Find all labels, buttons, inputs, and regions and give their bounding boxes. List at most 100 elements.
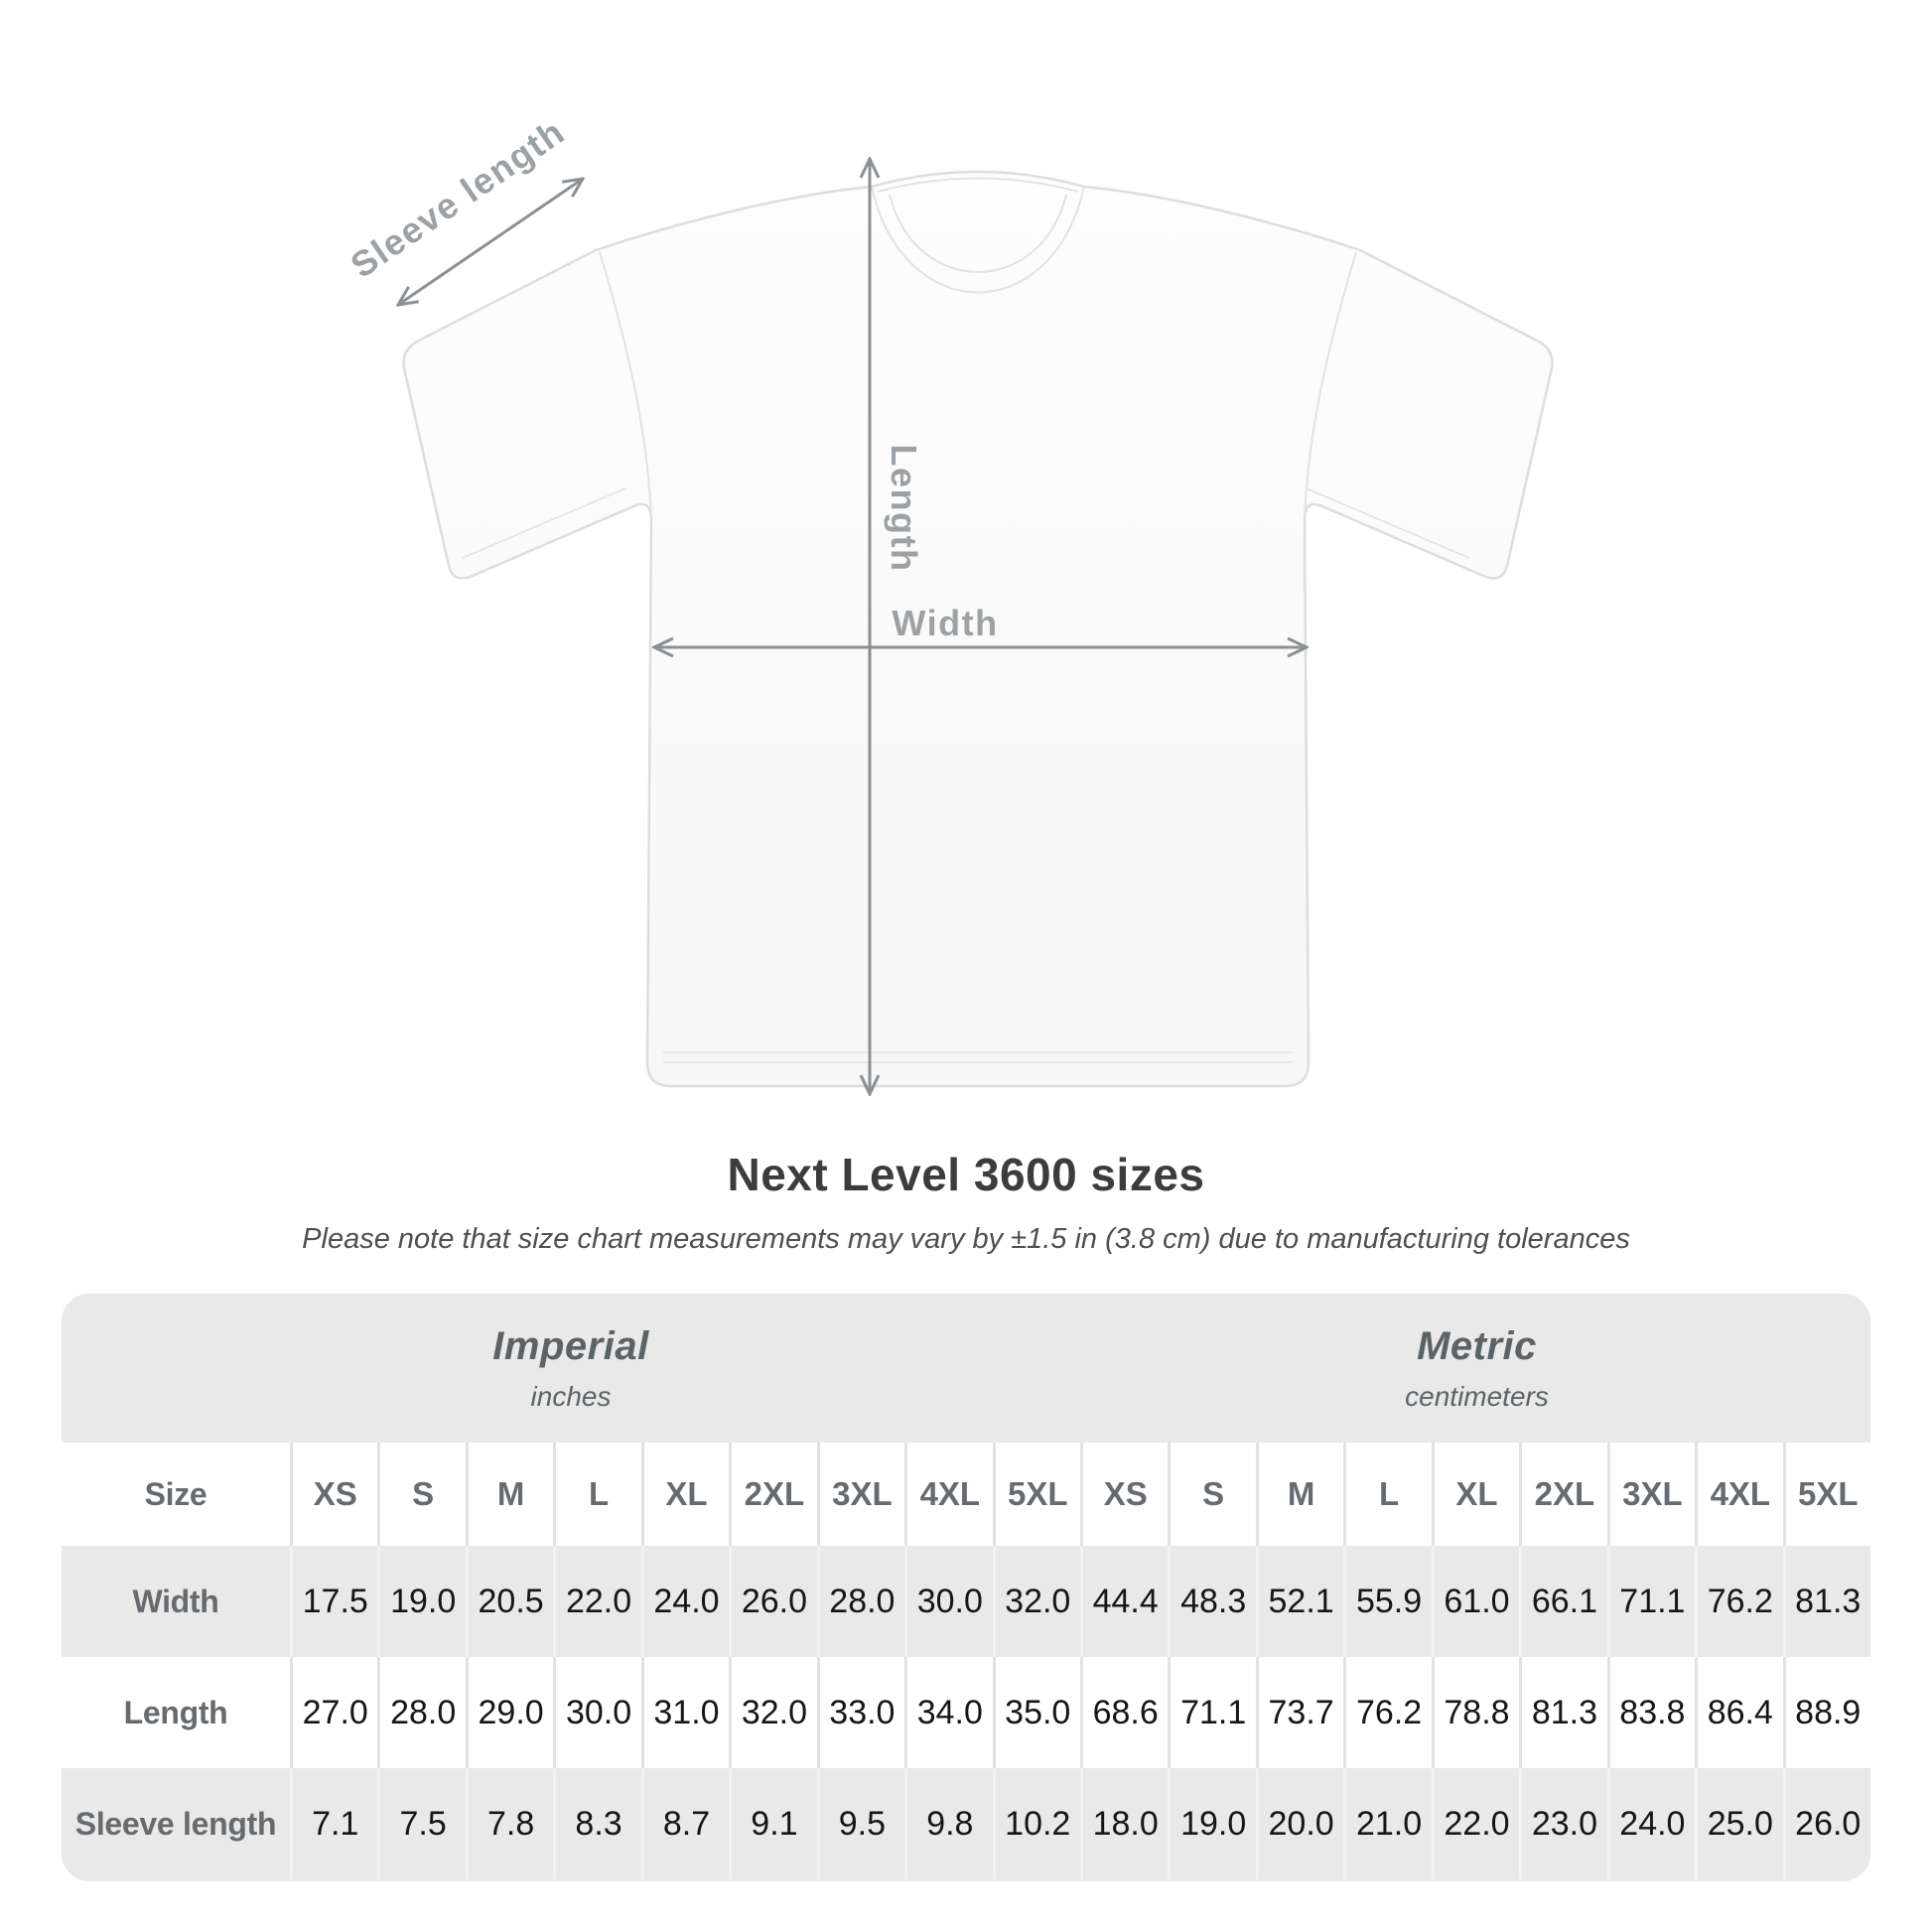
value-cell: 9.1	[732, 1768, 817, 1879]
size-header-metric-xs: XS	[1082, 1443, 1169, 1546]
value-cell: 68.6	[1082, 1657, 1169, 1768]
imperial-group-name: Imperial	[492, 1323, 649, 1368]
imperial-group-unit: inches	[530, 1380, 612, 1412]
size-header-metric-4xl: 4XL	[1698, 1443, 1783, 1546]
metric-group-unit: centimeters	[1405, 1380, 1549, 1412]
value-cell: 27.0	[293, 1657, 378, 1768]
size-header-imperial-l: L	[556, 1443, 641, 1546]
sleeve-length-arrow	[398, 179, 583, 305]
size-header-metric-5xl: 5XL	[1785, 1443, 1870, 1546]
left-sleeve-seam	[599, 251, 652, 517]
value-cell: 29.0	[468, 1657, 554, 1768]
value-cell: 48.3	[1171, 1546, 1256, 1657]
size-header-row: Size XS S M L XL 2XL 3XL 4XL 5XL XS S M L XL 2XL 3XL 4XL…	[62, 1443, 1870, 1546]
size-chart-table: Imperial inches Metric centimeters Size …	[62, 1294, 1870, 1881]
row-label-length: Length	[62, 1657, 290, 1768]
measurement-arrows	[398, 159, 1307, 1094]
metric-group-name: Metric	[1417, 1323, 1537, 1368]
value-cell: 24.0	[643, 1546, 730, 1657]
value-cell: 52.1	[1258, 1546, 1344, 1657]
right-sleeve-stitch	[1306, 487, 1470, 559]
value-cell: 20.0	[1258, 1768, 1344, 1879]
value-cell: 31.0	[643, 1657, 730, 1768]
value-cell: 19.0	[380, 1546, 466, 1657]
tolerance-note: Please note that size chart measurements…	[302, 1223, 1630, 1255]
value-cell: 19.0	[1171, 1768, 1256, 1879]
size-header-imperial-xl: XL	[643, 1443, 730, 1546]
value-cell: 10.2	[995, 1768, 1080, 1879]
collar-back-seam	[877, 177, 1079, 193]
length-label: Length	[884, 445, 924, 573]
value-cell: 34.0	[907, 1657, 993, 1768]
value-cell: 71.1	[1171, 1657, 1256, 1768]
value-cell: 30.0	[907, 1546, 993, 1657]
unit-group-header-row: Imperial inches Metric centimeters	[62, 1294, 1870, 1443]
value-cell: 76.2	[1346, 1657, 1432, 1768]
size-header-imperial-5xl: 5XL	[995, 1443, 1080, 1546]
tshirt-measurement-diagram: Sleeve length Length Width	[344, 111, 1554, 1152]
value-cell: 18.0	[1082, 1768, 1169, 1879]
value-cell: 76.2	[1698, 1546, 1783, 1657]
value-cell: 33.0	[819, 1657, 905, 1768]
value-cell: 78.8	[1434, 1657, 1520, 1768]
size-header-imperial-xs: XS	[293, 1443, 378, 1546]
tshirt-illustration: Sleeve length Length Width	[344, 111, 1554, 1152]
row-label-width: Width	[62, 1546, 290, 1657]
right-sleeve-seam	[1304, 251, 1357, 517]
length-row: Length 27.0 28.0 29.0 30.0 31.0 32.0 33.0 34.0 3…	[62, 1657, 1870, 1768]
value-cell: 83.8	[1609, 1657, 1696, 1768]
value-cell: 44.4	[1082, 1546, 1169, 1657]
value-cell: 20.5	[468, 1546, 554, 1657]
size-header-metric-3xl: 3XL	[1609, 1443, 1696, 1546]
value-cell: 21.0	[1346, 1768, 1432, 1879]
size-header-metric-s: S	[1171, 1443, 1256, 1546]
page-title: Next Level 3600 sizes	[727, 1149, 1205, 1200]
value-cell: 25.0	[1698, 1768, 1783, 1879]
value-cell: 24.0	[1609, 1768, 1696, 1879]
row-label-sleeve-length: Sleeve length	[62, 1768, 290, 1879]
metric-group-header: Metric centimeters	[1083, 1294, 1870, 1443]
value-cell: 26.0	[732, 1546, 817, 1657]
value-cell: 22.0	[556, 1546, 641, 1657]
size-header-metric-xl: XL	[1434, 1443, 1520, 1546]
value-cell: 61.0	[1434, 1546, 1520, 1657]
width-row: Width 17.5 19.0 20.5 22.0 24.0 26.0 28.0 30.0 32…	[62, 1546, 1870, 1657]
value-cell: 66.1	[1522, 1546, 1607, 1657]
value-cell: 28.0	[380, 1657, 466, 1768]
value-cell: 32.0	[995, 1546, 1080, 1657]
value-cell: 9.8	[907, 1768, 993, 1879]
value-cell: 81.3	[1785, 1546, 1870, 1657]
value-cell: 81.3	[1522, 1657, 1607, 1768]
value-cell: 30.0	[556, 1657, 641, 1768]
value-cell: 23.0	[1522, 1768, 1607, 1879]
imperial-group-header: Imperial inches	[62, 1294, 1080, 1443]
value-cell: 28.0	[819, 1546, 905, 1657]
size-header-metric-l: L	[1346, 1443, 1432, 1546]
title-block: Next Level 3600 sizes Please note that s…	[0, 1148, 1932, 1256]
left-sleeve-stitch	[462, 487, 626, 559]
size-header-metric-m: M	[1258, 1443, 1344, 1546]
size-header-imperial-s: S	[380, 1443, 466, 1546]
tshirt-body	[402, 170, 1554, 1088]
sleeve-length-label: Sleeve length	[344, 111, 573, 286]
width-label: Width	[892, 603, 998, 643]
sleeve-length-row: Sleeve length 7.1 7.5 7.8 8.3 8.7 9.1 9.5 9.8 10…	[62, 1768, 1870, 1879]
value-cell: 86.4	[1698, 1657, 1783, 1768]
size-corner-header: Size	[62, 1443, 290, 1546]
value-cell: 7.1	[293, 1768, 378, 1879]
value-cell: 88.9	[1785, 1657, 1870, 1768]
value-cell: 17.5	[293, 1546, 378, 1657]
value-cell: 35.0	[995, 1657, 1080, 1768]
size-header-imperial-2xl: 2XL	[732, 1443, 817, 1546]
size-header-imperial-4xl: 4XL	[907, 1443, 993, 1546]
collar-outer-seam	[871, 186, 1085, 294]
value-cell: 7.8	[468, 1768, 554, 1879]
value-cell: 9.5	[819, 1768, 905, 1879]
value-cell: 22.0	[1434, 1768, 1520, 1879]
value-cell: 32.0	[732, 1657, 817, 1768]
value-cell: 8.3	[556, 1768, 641, 1879]
value-cell: 8.7	[643, 1768, 730, 1879]
size-header-metric-2xl: 2XL	[1522, 1443, 1607, 1546]
value-cell: 71.1	[1609, 1546, 1696, 1657]
value-cell: 26.0	[1785, 1768, 1870, 1879]
